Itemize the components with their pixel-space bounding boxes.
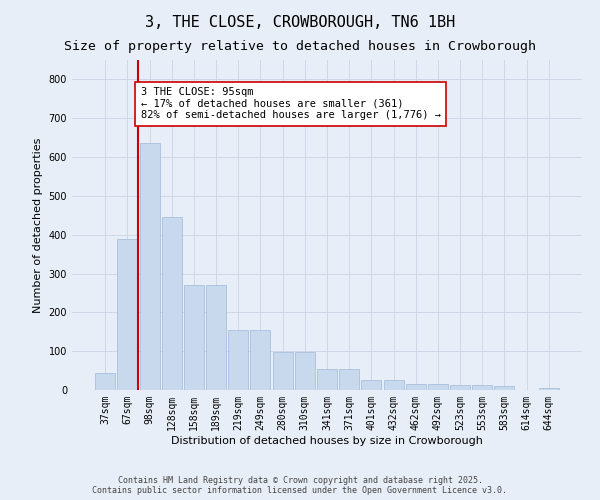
- Y-axis label: Number of detached properties: Number of detached properties: [33, 138, 43, 312]
- Bar: [140, 144, 160, 390]
- Bar: [272, 352, 293, 390]
- Bar: [250, 330, 271, 390]
- Bar: [361, 380, 382, 390]
- Bar: [228, 330, 248, 390]
- Bar: [472, 385, 492, 390]
- Bar: [428, 384, 448, 390]
- Bar: [184, 285, 204, 390]
- Bar: [206, 285, 226, 390]
- Bar: [494, 386, 514, 390]
- Bar: [383, 380, 404, 390]
- Text: Size of property relative to detached houses in Crowborough: Size of property relative to detached ho…: [64, 40, 536, 53]
- Bar: [295, 352, 315, 390]
- Text: 3 THE CLOSE: 95sqm
← 17% of detached houses are smaller (361)
82% of semi-detach: 3 THE CLOSE: 95sqm ← 17% of detached hou…: [140, 87, 440, 120]
- X-axis label: Distribution of detached houses by size in Crowborough: Distribution of detached houses by size …: [171, 436, 483, 446]
- Text: Contains HM Land Registry data © Crown copyright and database right 2025.
Contai: Contains HM Land Registry data © Crown c…: [92, 476, 508, 495]
- Bar: [317, 368, 337, 390]
- Bar: [539, 388, 559, 390]
- Bar: [118, 238, 137, 390]
- Bar: [450, 385, 470, 390]
- Bar: [406, 384, 426, 390]
- Bar: [339, 368, 359, 390]
- Text: 3, THE CLOSE, CROWBOROUGH, TN6 1BH: 3, THE CLOSE, CROWBOROUGH, TN6 1BH: [145, 15, 455, 30]
- Bar: [95, 372, 115, 390]
- Bar: [162, 217, 182, 390]
